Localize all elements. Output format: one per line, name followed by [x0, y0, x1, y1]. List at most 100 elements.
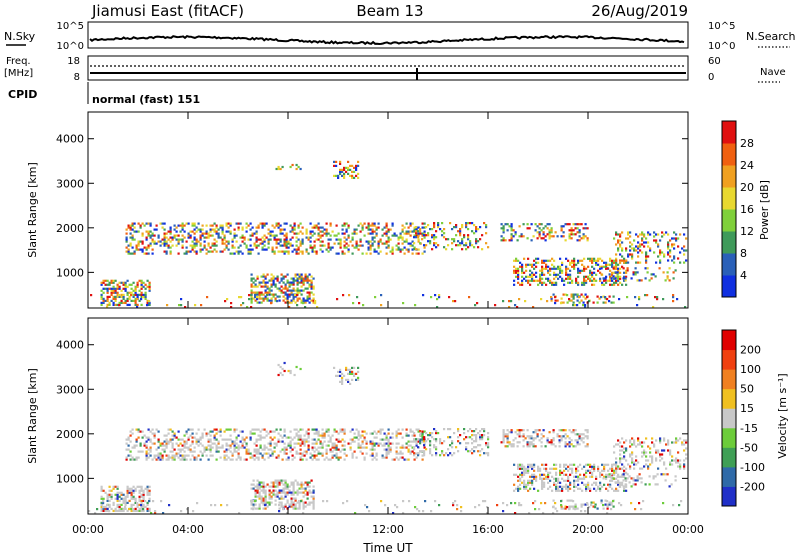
heatmap-cell: [321, 244, 324, 247]
heatmap-cell: [339, 380, 342, 383]
heatmap-cell: [211, 442, 214, 445]
heatmap-cell: [300, 483, 303, 486]
heatmap-cell: [424, 500, 427, 503]
heatmap-cell: [502, 437, 505, 440]
heatmap-cell: [552, 506, 555, 509]
heatmap-cell: [558, 429, 561, 432]
heatmap-cell: [411, 240, 414, 243]
heatmap-cell: [521, 267, 524, 270]
heatmap-cell: [581, 489, 584, 492]
heatmap-cell: [565, 479, 568, 482]
heatmap-cell: [104, 279, 107, 282]
heatmap-cell: [570, 299, 573, 302]
heatmap-cell: [481, 438, 484, 441]
heatmap-cell: [500, 441, 503, 444]
heatmap-cell: [359, 244, 362, 247]
heatmap-cell: [417, 452, 420, 455]
heatmap-cell: [401, 236, 404, 239]
heatmap-cell: [130, 497, 133, 500]
heatmap-cell: [626, 296, 629, 299]
heatmap-cell: [523, 469, 526, 472]
heatmap-cell: [385, 448, 388, 451]
heatmap-cell: [280, 489, 283, 492]
heatmap-cell: [385, 232, 388, 235]
heatmap-cell: [628, 475, 631, 478]
heatmap-cell: [586, 443, 589, 446]
heatmap-cell: [648, 483, 651, 486]
heatmap-cell: [552, 429, 555, 432]
heatmap-cell: [643, 465, 646, 468]
heatmap-cell: [441, 450, 444, 453]
heatmap-cell: [521, 265, 524, 268]
heatmap-cell: [459, 434, 462, 437]
heatmap-cell: [542, 233, 545, 236]
heatmap-cell: [283, 234, 286, 237]
heatmap-cell: [209, 246, 212, 249]
heatmap-cell: [209, 448, 212, 451]
heatmap-cell: [144, 505, 147, 508]
heatmap-cell: [135, 438, 138, 441]
heatmap-cell: [631, 255, 634, 258]
heatmap-cell: [285, 222, 288, 225]
heatmap-cell: [535, 475, 538, 478]
heatmap-cell: [288, 489, 291, 492]
heatmap-cell: [193, 450, 196, 453]
heatmap-cell: [553, 265, 556, 268]
heatmap-cell: [365, 240, 368, 243]
heatmap-cell: [457, 436, 460, 439]
heatmap-cell: [129, 236, 132, 239]
heatmap-cell: [475, 446, 478, 449]
heatmap-cell: [533, 263, 536, 266]
heatmap-cell: [140, 489, 143, 492]
heatmap-cell: [175, 452, 178, 455]
heatmap-cell: [631, 443, 634, 446]
heatmap-cell: [619, 441, 622, 444]
heatmap-cell: [583, 269, 586, 272]
heatmap-cell: [241, 438, 244, 441]
heatmap-cell: [126, 297, 129, 300]
heatmap-cell: [100, 501, 103, 504]
heatmap-cell: [272, 293, 275, 296]
heatmap-cell: [161, 454, 164, 457]
heatmap-cell: [252, 479, 255, 482]
heatmap-cell: [385, 434, 388, 437]
heatmap-cell: [279, 224, 282, 227]
heatmap-cell: [387, 230, 390, 233]
heatmap-cell: [538, 439, 541, 442]
heatmap-cell: [585, 483, 588, 486]
heatmap-cell: [585, 469, 588, 472]
heatmap-cell: [233, 440, 236, 443]
heatmap-cell: [545, 259, 548, 262]
heatmap-cell: [151, 234, 154, 237]
heatmap-cell: [411, 248, 414, 251]
heatmap-cell: [295, 248, 298, 251]
heatmap-cell: [124, 501, 127, 504]
heatmap-cell: [135, 428, 138, 431]
heatmap-cell: [279, 450, 282, 453]
heatmap-cell: [289, 230, 292, 233]
heatmap-cell: [129, 224, 132, 227]
heatmap-cell: [449, 444, 452, 447]
heatmap-cell: [531, 275, 534, 278]
heatmap-cell: [122, 293, 125, 296]
heatmap-cell: [626, 269, 629, 272]
heatmap-cell: [163, 234, 166, 237]
heatmap-cell: [296, 294, 299, 297]
heatmap-cell: [475, 438, 478, 441]
heatmap-cell: [587, 275, 590, 278]
heatmap-cell: [100, 293, 103, 296]
heatmap-cell: [347, 368, 350, 371]
heatmap-cell: [641, 455, 644, 458]
heatmap-cell: [522, 435, 525, 438]
heatmap-cell: [443, 236, 446, 239]
heatmap-cell: [556, 235, 559, 238]
heatmap-cell: [292, 507, 295, 510]
heatmap-cell: [623, 471, 626, 474]
heatmap-cell: [609, 479, 612, 482]
heatmap-cell: [633, 467, 636, 470]
heatmap-cell: [369, 224, 372, 227]
heatmap-cell: [534, 429, 537, 432]
heatmap-cell: [279, 228, 282, 231]
heatmap-cell: [630, 485, 633, 488]
heatmap-cell: [634, 479, 637, 482]
